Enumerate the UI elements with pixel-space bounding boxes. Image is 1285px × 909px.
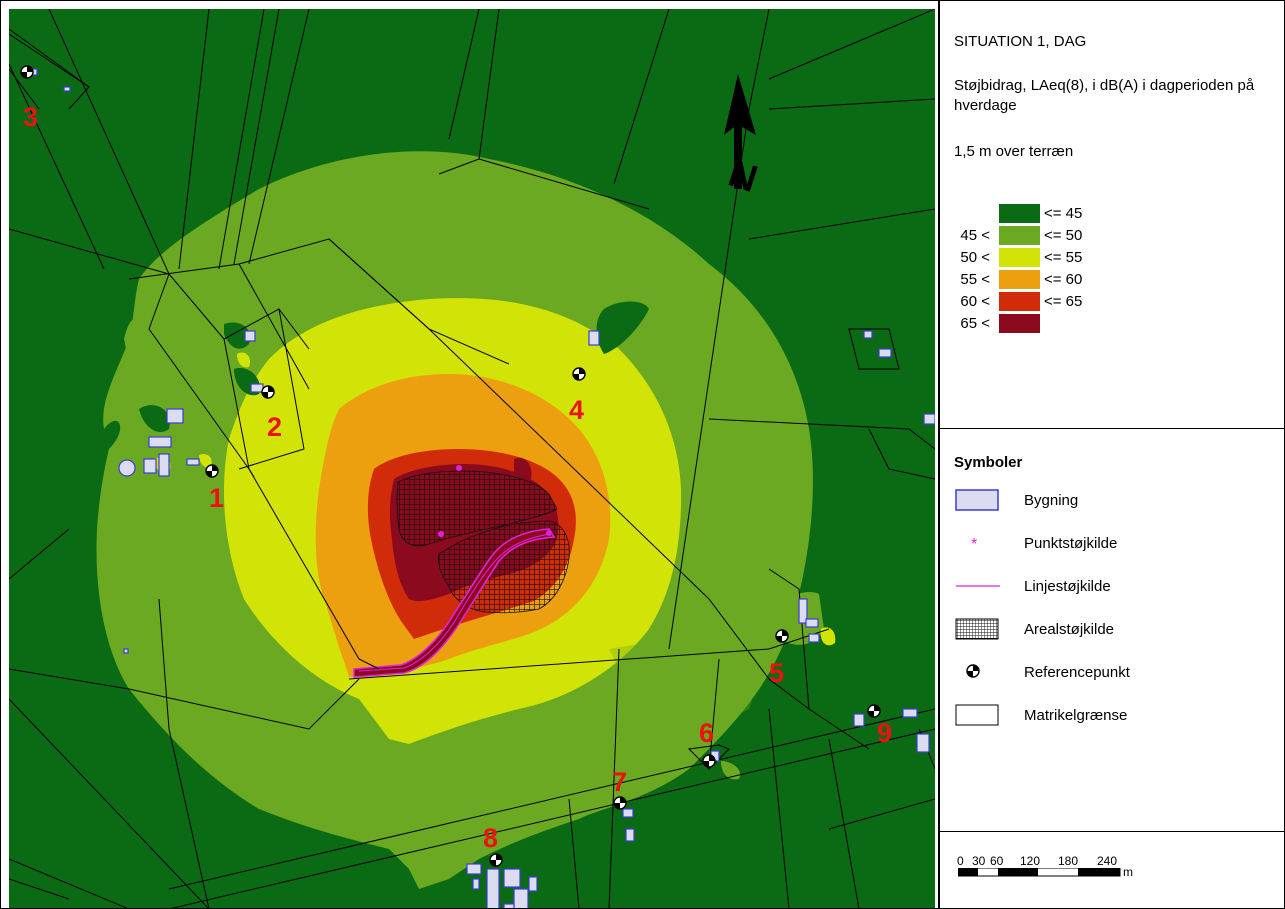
reference-label-5: 5 xyxy=(769,658,784,688)
legend-divider xyxy=(940,428,1284,429)
noise-legend-upper: <= 50 xyxy=(1044,227,1083,244)
reference-label-7: 7 xyxy=(612,767,627,797)
zone-45-50-patch-a xyxy=(124,319,146,365)
noise-legend-swatch xyxy=(999,270,1040,289)
reference-point-6: 6 xyxy=(699,718,716,768)
noise-legend-row: 60 < <= 65 xyxy=(940,292,1284,311)
patch-near-2-yellow xyxy=(237,352,251,368)
svg-text:*: * xyxy=(971,536,977,553)
noise-legend-row: 65 < xyxy=(940,314,1284,333)
scale-bar-graphic xyxy=(958,868,1121,877)
reference-point-4: 4 xyxy=(569,367,586,425)
patch-near-4 xyxy=(596,301,649,354)
noise-legend-row: 55 < <= 60 xyxy=(940,270,1284,289)
scale-label: 180 xyxy=(1058,854,1079,868)
noise-legend-lower: 55 < xyxy=(960,271,990,288)
point-source-c xyxy=(546,530,552,536)
noise-legend-lower: 60 < xyxy=(960,293,990,310)
noise-legend-upper: <= 45 xyxy=(1044,205,1083,222)
symbol-label: Arealstøjkilde xyxy=(1024,621,1115,638)
reference-point-8: 8 xyxy=(483,823,503,867)
legend-divider xyxy=(940,831,1284,832)
noise-legend-upper: <= 60 xyxy=(1044,271,1083,288)
symbols-heading: Symboler xyxy=(954,454,1023,471)
noise-legend-lower: 45 < xyxy=(960,227,990,244)
scale-label: 120 xyxy=(1020,854,1041,868)
point-source-b xyxy=(438,531,444,537)
noise-legend-row: 45 < <= 50 xyxy=(940,226,1284,245)
point-source-a xyxy=(456,465,462,471)
reference-label-3: 3 xyxy=(23,102,38,132)
scale-unit: m xyxy=(1123,865,1133,879)
noise-legend-lower: 65 < xyxy=(960,315,990,332)
reference-point-7: 7 xyxy=(612,767,627,810)
reference-label-8: 8 xyxy=(483,823,498,853)
noise-legend-swatch xyxy=(999,248,1040,267)
cadastral-boundaries xyxy=(9,9,935,908)
symbol-label: Linjestøjkilde xyxy=(1024,578,1111,595)
reference-point-icon xyxy=(966,664,980,678)
area-source-north xyxy=(396,470,558,547)
symbol-row-building: Bygning xyxy=(954,488,1284,512)
reference-label-9: 9 xyxy=(877,718,892,748)
reference-label-4: 4 xyxy=(569,395,584,425)
noise-legend-row: 50 < <= 55 xyxy=(940,248,1284,267)
symbol-label: Matrikelgrænse xyxy=(1024,707,1128,724)
field-green-lower xyxy=(609,629,769,729)
reference-point-2: 2 xyxy=(261,385,282,442)
noise-legend-upper: <= 55 xyxy=(1044,249,1083,266)
reference-point-9: 9 xyxy=(867,704,892,748)
patch-near-6 xyxy=(721,761,741,780)
scale-label: 0 xyxy=(957,854,964,868)
symbol-label: Bygning xyxy=(1024,492,1079,509)
reference-label-1: 1 xyxy=(209,483,224,513)
reference-point-1: 1 xyxy=(205,464,224,513)
reference-label-6: 6 xyxy=(699,718,714,748)
noise-legend-swatch xyxy=(999,292,1040,311)
noise-map-canvas: N xyxy=(9,9,935,908)
line-source-road xyxy=(353,528,556,678)
noise-legend-swatch xyxy=(999,204,1040,223)
patch-near-2 xyxy=(224,322,250,349)
scale-label: 60 xyxy=(990,854,1004,868)
point-source-icon: * xyxy=(971,536,977,553)
noise-map: N xyxy=(9,9,935,908)
reference-point-5: 5 xyxy=(769,629,789,688)
patch-near-5-yellow xyxy=(820,627,836,646)
reference-points: 1 2 3 4 xyxy=(20,65,892,867)
noise-legend-upper: <= 65 xyxy=(1044,293,1083,310)
symbol-row-area-source: Arealstøjkilde xyxy=(954,617,1284,641)
line-source-icon xyxy=(956,585,1000,587)
reference-label-2: 2 xyxy=(267,412,282,442)
legend-panel: SITUATION 1, DAG Støjbidrag, LAeq(8), i … xyxy=(938,1,1284,908)
symbol-label: Punktstøjkilde xyxy=(1024,535,1118,552)
noise-legend-swatch xyxy=(999,226,1040,245)
height-note: 1,5 m over terræn xyxy=(954,143,1074,160)
building-icon xyxy=(955,489,999,511)
line-source-road-centre xyxy=(358,533,552,672)
scale-label: 240 xyxy=(1097,854,1118,868)
symbol-row-line-source: Linjestøjkilde xyxy=(954,574,1284,598)
map-subtitle: Støjbidrag, LAeq(8), i dB(A) i dagperiod… xyxy=(954,77,1255,114)
noise-legend-swatch xyxy=(999,314,1040,333)
patch-near-1-yellow-b xyxy=(199,454,212,468)
buildings xyxy=(28,68,935,908)
patch-near-4-yellow xyxy=(571,329,588,343)
cadastral-boundary-icon xyxy=(955,704,999,726)
symbol-row-point-source: * Punktstøjkilde xyxy=(954,531,1284,555)
noise-legend-lower: 50 < xyxy=(960,249,990,266)
symbol-row-cadastral-boundary: Matrikelgrænse xyxy=(954,703,1284,727)
area-source-icon xyxy=(955,618,999,640)
symbol-label: Referencepunkt xyxy=(1024,664,1130,681)
scale-label: 30 xyxy=(972,854,986,868)
symbol-row-reference-point: Referencepunkt xyxy=(954,660,1284,684)
noise-legend-row: <= 45 xyxy=(940,204,1284,223)
patch-near-1 xyxy=(139,405,170,433)
map-title: SITUATION 1, DAG xyxy=(954,33,1087,50)
reference-point-3: 3 xyxy=(20,65,38,132)
